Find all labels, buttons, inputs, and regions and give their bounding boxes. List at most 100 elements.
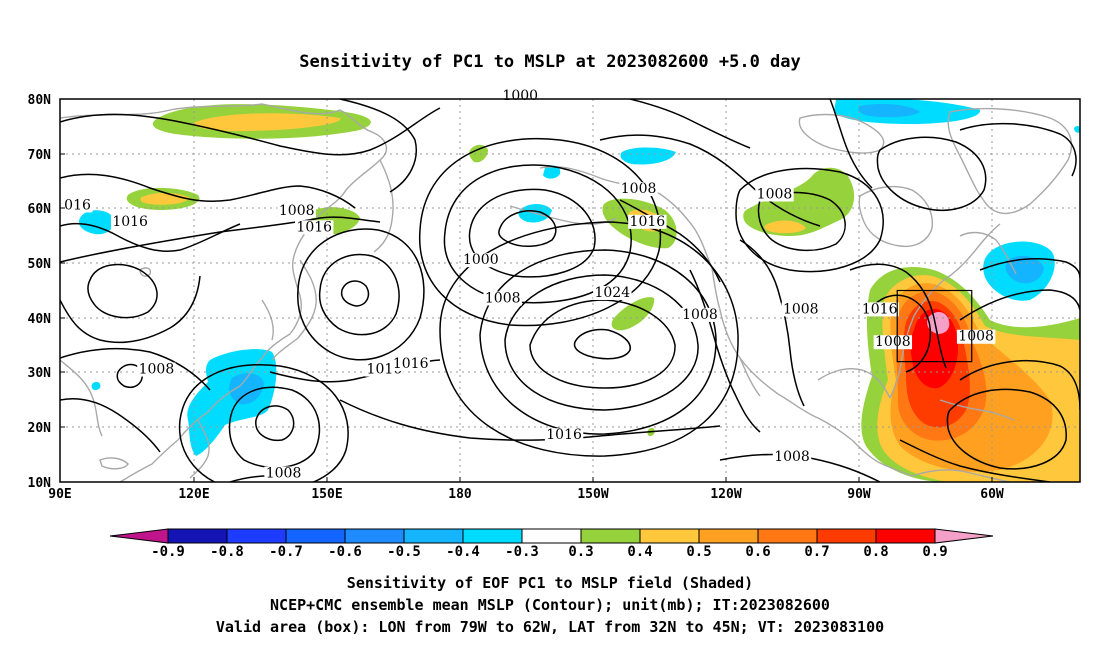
negative-shade-philippine-core — [229, 373, 264, 405]
coast-greenland — [947, 107, 1073, 214]
colorbar-swatch — [285, 528, 346, 544]
colorbar-high-triangle — [934, 528, 994, 544]
contour-aleutian-low-1000 — [468, 188, 596, 278]
coast-korea — [261, 299, 274, 341]
contour-label-text: 1008 — [682, 307, 718, 323]
contour-label-text: 1016 — [862, 301, 898, 317]
contour-atlantic-lower — [899, 439, 1051, 482]
lat-tick-label: 20N — [28, 421, 52, 436]
contour-label: 1016 — [628, 214, 667, 230]
contour-asia-wavy-1 — [60, 173, 356, 209]
contour-label: 1008 — [619, 181, 658, 197]
positive-shade-canada — [743, 167, 855, 236]
colorbar-label: 0.3 — [568, 544, 593, 560]
contour-label-background — [62, 198, 93, 213]
footer-line-2: NCEP+CMC ensemble mean MSLP (Contour); u… — [270, 596, 830, 614]
lon-tick-label: 60W — [980, 487, 1004, 502]
contour-pacific-high-inner — [573, 328, 631, 360]
colorbar: -0.9 -0.8 -0.7 -0.6 -0.5 -0.4 -0.3 0.3 0… — [109, 528, 994, 560]
contour-label-background — [593, 285, 632, 300]
lat-tick-label: 40N — [28, 312, 52, 327]
contour-west-pacific-low-outer — [228, 386, 321, 469]
colorbar-label: 0.6 — [745, 544, 770, 560]
colorbar-swatch — [757, 528, 818, 544]
negative-shade-arctic-small — [543, 165, 561, 179]
colorbar-label: -0.6 — [328, 544, 362, 560]
coast-japan — [271, 259, 317, 361]
contour-label-background — [619, 182, 658, 197]
contour-arctic-low — [876, 136, 987, 211]
contour-india-low — [116, 363, 143, 388]
contour-label-text: 1008 — [485, 290, 521, 306]
coast-west-na — [711, 267, 853, 441]
contour-1008-india — [60, 398, 161, 453]
colorbar-swatch — [226, 528, 287, 544]
coast-india — [60, 359, 103, 437]
colorbar-label: 0.9 — [922, 544, 947, 560]
contour-label-text: 1000 — [463, 252, 499, 268]
contour-1008-west-na — [689, 269, 761, 433]
colorbar-label: -0.4 — [446, 544, 480, 560]
colorbar-swatch — [698, 528, 759, 544]
contour-label-text: 1008 — [958, 329, 994, 345]
contour-label-text: 1016 — [546, 427, 582, 443]
coast-china — [177, 333, 291, 441]
contour-label-text: 1008 — [279, 203, 315, 219]
negative-shade-greenland-core — [858, 104, 920, 118]
contour-label-text: 1008 — [757, 186, 793, 202]
map-frame — [59, 98, 1081, 483]
colorbar-swatch — [875, 528, 936, 544]
contour-west-pacific-low-1008 — [178, 364, 349, 482]
contour-label-text: 1016 — [630, 214, 666, 230]
negative-shade-ne-edge — [1074, 125, 1080, 133]
contour-label: 1016 — [391, 356, 430, 372]
contour-label-background — [781, 302, 820, 317]
contour-greenland-high — [959, 122, 1077, 177]
coast-island-ring — [139, 267, 152, 277]
coast-east-na — [913, 223, 1001, 317]
colorbar-label: -0.8 — [210, 544, 244, 560]
contour-pacific-high-1016 — [439, 221, 739, 457]
colorbar-swatch — [462, 528, 523, 544]
lat-tick-label: 80N — [28, 93, 52, 108]
coast-baja — [739, 357, 761, 397]
contour-label: 1008 — [277, 203, 316, 219]
figure-title: Sensitivity of PC1 to MSLP at 2023082600… — [299, 52, 801, 72]
contour-okhotsk-low-1 — [318, 253, 400, 336]
colorbar-swatch — [344, 528, 405, 544]
lon-tick-label: 150W — [577, 487, 608, 502]
coastlines — [60, 103, 1073, 482]
contour-atlantic-high — [959, 359, 1080, 411]
valid-area-box — [896, 289, 973, 363]
lat-tick-label: 10N — [28, 476, 52, 491]
negative-shade-arctic-sea — [620, 147, 676, 165]
colorbar-swatch — [167, 528, 228, 544]
contour-label-background — [772, 450, 812, 465]
positive-shade-pacific-high — [611, 297, 655, 331]
coast-gulf-mexico — [817, 368, 891, 399]
contour-asia-wavy-2 — [60, 222, 241, 252]
contour-label-text: 1016 — [393, 356, 429, 372]
footer-line-3: Valid area (box): LON from 79W to 62W, L… — [216, 618, 884, 636]
contour-label-text: 1008 — [783, 301, 819, 317]
contour-label-text: 1016 — [112, 214, 148, 230]
contour-1008-upper — [60, 107, 441, 156]
contour-label-background — [860, 302, 899, 317]
contour-label: 1008 — [755, 186, 794, 202]
contour-label: 1008 — [772, 449, 812, 465]
lon-tick-label: 120W — [710, 487, 741, 502]
colorbar-swatch — [816, 528, 877, 544]
coast-siberia — [60, 103, 388, 215]
contour-label: 1016 — [544, 427, 584, 443]
contour-label-background — [295, 220, 334, 235]
coast-labrador — [959, 231, 1017, 275]
lon-tick-label: 120E — [178, 487, 209, 502]
contour-label: 1000 — [501, 88, 540, 104]
contour-label-text: 1016 — [296, 219, 332, 235]
contour-label-background — [956, 329, 996, 344]
contour-aleutian-low-1008 — [443, 164, 632, 304]
contour-1008-atlantic — [869, 294, 932, 373]
contour-label-background — [873, 335, 913, 350]
